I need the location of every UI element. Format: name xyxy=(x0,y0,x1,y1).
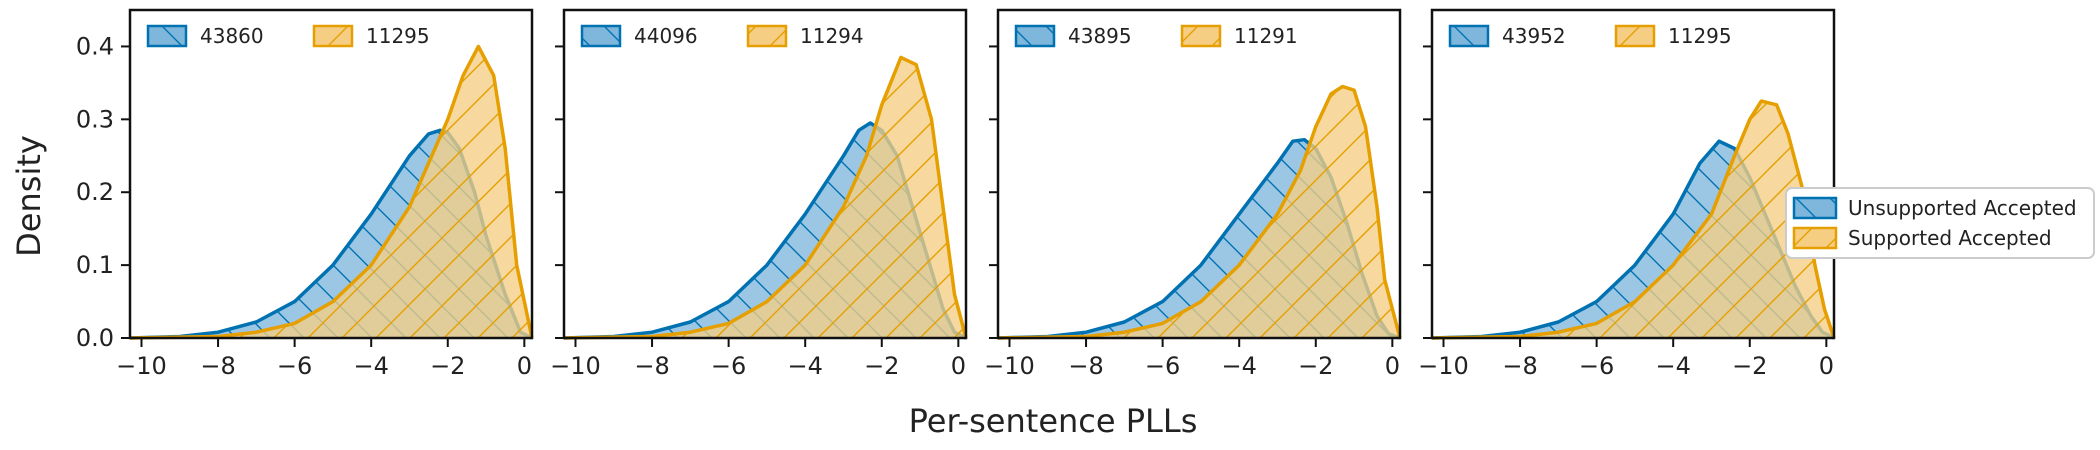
axes-frame xyxy=(562,8,968,340)
x-tick-label: 0 xyxy=(1385,352,1400,380)
global-legend-swatch xyxy=(1792,196,1838,220)
x-tick-label: −2 xyxy=(430,352,465,380)
x-tick-label: −4 xyxy=(788,352,823,380)
global-legend-label: Unsupported Accepted xyxy=(1848,196,2077,220)
axes-frame xyxy=(1430,8,1836,340)
density-line-2 xyxy=(563,55,968,340)
legend-label: 11295 xyxy=(1668,24,1732,48)
panel-2: −10 −8 −6 −4 −2 0 44096 11294 xyxy=(550,8,968,380)
panel-legend: 43895 11291 xyxy=(1014,24,1298,48)
legend-label: 43860 xyxy=(200,24,264,48)
y-axis-title: Density xyxy=(10,135,48,257)
legend-label: 11294 xyxy=(800,24,864,48)
y-tick-label: 0.0 xyxy=(76,324,114,352)
x-tick-label: −8 xyxy=(634,352,669,380)
global-legend: Unsupported Accepted Supported Accepted xyxy=(1785,187,2095,259)
x-tick-label: −2 xyxy=(1298,352,1333,380)
x-tick-label: 0 xyxy=(517,352,532,380)
axes-frame xyxy=(128,8,534,340)
legend-label: 11291 xyxy=(1234,24,1298,48)
x-tick-label: 0 xyxy=(1819,352,1834,380)
panel-4: −10 −8 −6 −4 −2 0 43952 11295 xyxy=(1418,8,1836,380)
x-tick-label: −8 xyxy=(1068,352,1103,380)
x-tick-label: −6 xyxy=(711,352,746,380)
legend-swatch xyxy=(580,24,622,48)
legend-swatch xyxy=(1614,24,1656,48)
legend-label: 43952 xyxy=(1502,24,1566,48)
legend-label: 11295 xyxy=(366,24,430,48)
x-tick-label: −4 xyxy=(1656,352,1691,380)
x-tick-label: −2 xyxy=(864,352,899,380)
legend-label: 43895 xyxy=(1068,24,1132,48)
global-legend-swatch xyxy=(1792,226,1838,250)
x-tick-label: −6 xyxy=(1579,352,1614,380)
x-tick-label: −10 xyxy=(984,352,1035,380)
legend-swatch xyxy=(746,24,788,48)
x-tick-label: −10 xyxy=(550,352,601,380)
y-tick-label: 0.1 xyxy=(76,251,114,279)
x-tick-label: −8 xyxy=(200,352,235,380)
x-tick-label: −6 xyxy=(277,352,312,380)
x-tick-label: −8 xyxy=(1502,352,1537,380)
panel-legend: 43952 11295 xyxy=(1448,24,1732,48)
panel-legend: 44096 11294 xyxy=(580,24,864,48)
density-hatch-2 xyxy=(130,46,532,339)
density-line-2 xyxy=(129,44,534,340)
legend-swatch xyxy=(146,24,188,48)
x-tick-label: 0 xyxy=(951,352,966,380)
legend-swatch xyxy=(1448,24,1490,48)
density-hatch-2 xyxy=(564,57,966,339)
panel-legend: 43860 11295 xyxy=(146,24,430,48)
x-axis-title: Per-sentence PLLs xyxy=(909,402,1198,440)
x-tick-label: −10 xyxy=(116,352,167,380)
x-tick-label: −6 xyxy=(1145,352,1180,380)
x-tick-label: −2 xyxy=(1732,352,1767,380)
legend-swatch xyxy=(312,24,354,48)
legend-swatch xyxy=(1014,24,1056,48)
axes-frame xyxy=(996,8,1402,340)
panel-1: −10 −8 −6 −4 −2 0 0.0 0.1 0.2 0.3 0.4 43860 11295 xyxy=(76,8,534,380)
x-tick-label: −4 xyxy=(1222,352,1257,380)
legend-label: 44096 xyxy=(634,24,698,48)
x-tick-label: −4 xyxy=(354,352,389,380)
y-tick-label: 0.3 xyxy=(76,105,114,133)
panel-3: −10 −8 −6 −4 −2 0 43895 11291 xyxy=(984,8,1402,380)
y-tick-label: 0.4 xyxy=(76,32,114,60)
global-legend-frame xyxy=(1785,187,2095,259)
legend-swatch xyxy=(1180,24,1222,48)
density-hatch-2 xyxy=(998,86,1400,338)
global-legend-label: Supported Accepted xyxy=(1848,226,2052,250)
y-tick-label: 0.2 xyxy=(76,178,114,206)
x-tick-label: −10 xyxy=(1418,352,1469,380)
density-line-2 xyxy=(997,84,1402,340)
